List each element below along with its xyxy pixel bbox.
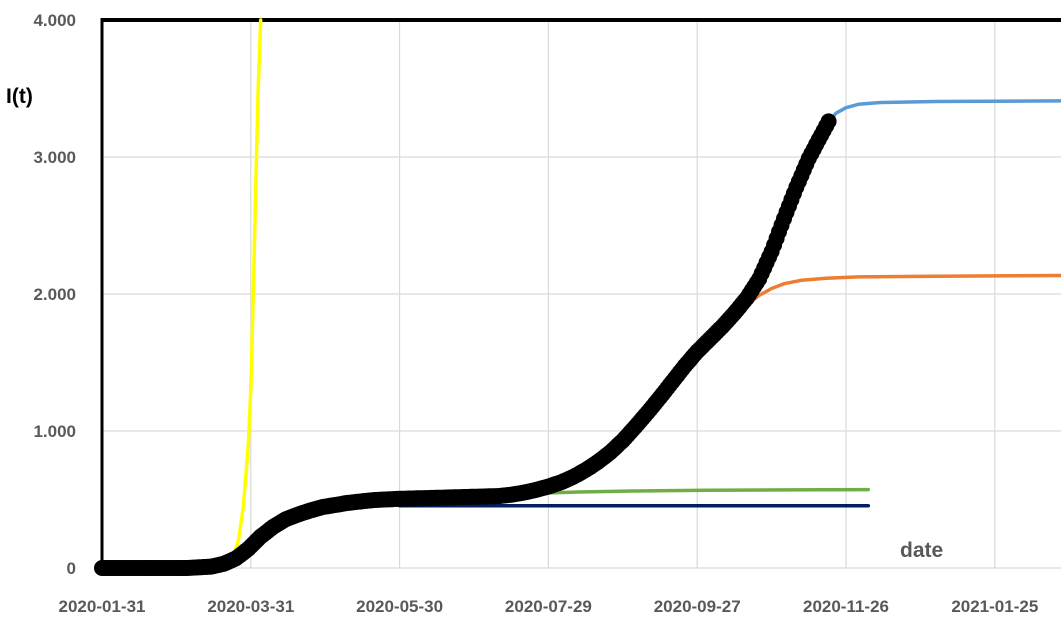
tick-labels: 0 1.000 2.000 3.000 4.000 2020-01-31 2020-03-3… — [33, 11, 1038, 616]
x-tick-label: 2020-01-31 — [59, 597, 146, 616]
x-axis-title: date — [900, 539, 943, 562]
series-line — [745, 273, 1061, 307]
series-line — [536, 487, 871, 496]
series-line — [826, 99, 1061, 124]
y-tick-label: 1.000 — [33, 422, 76, 441]
x-tick-label: 2020-03-31 — [207, 597, 294, 616]
x-tick-label: 2020-11-26 — [803, 597, 889, 616]
series-group — [94, 18, 1061, 576]
gridlines — [102, 20, 1061, 568]
y-tick-label: 2.000 — [33, 285, 76, 304]
data-point — [820, 113, 837, 130]
y-tick-label: 0 — [67, 559, 76, 578]
y-tick-label: 3.000 — [33, 148, 76, 167]
x-tick-label: 2021-01-25 — [951, 597, 1038, 616]
x-tick-label: 2020-09-27 — [654, 597, 741, 616]
x-tick-label: 2020-07-29 — [505, 597, 592, 616]
y-tick-label: 4.000 — [33, 11, 76, 30]
y-axis-title: I(t) — [6, 85, 33, 108]
x-tick-label: 2020-05-30 — [356, 597, 443, 616]
